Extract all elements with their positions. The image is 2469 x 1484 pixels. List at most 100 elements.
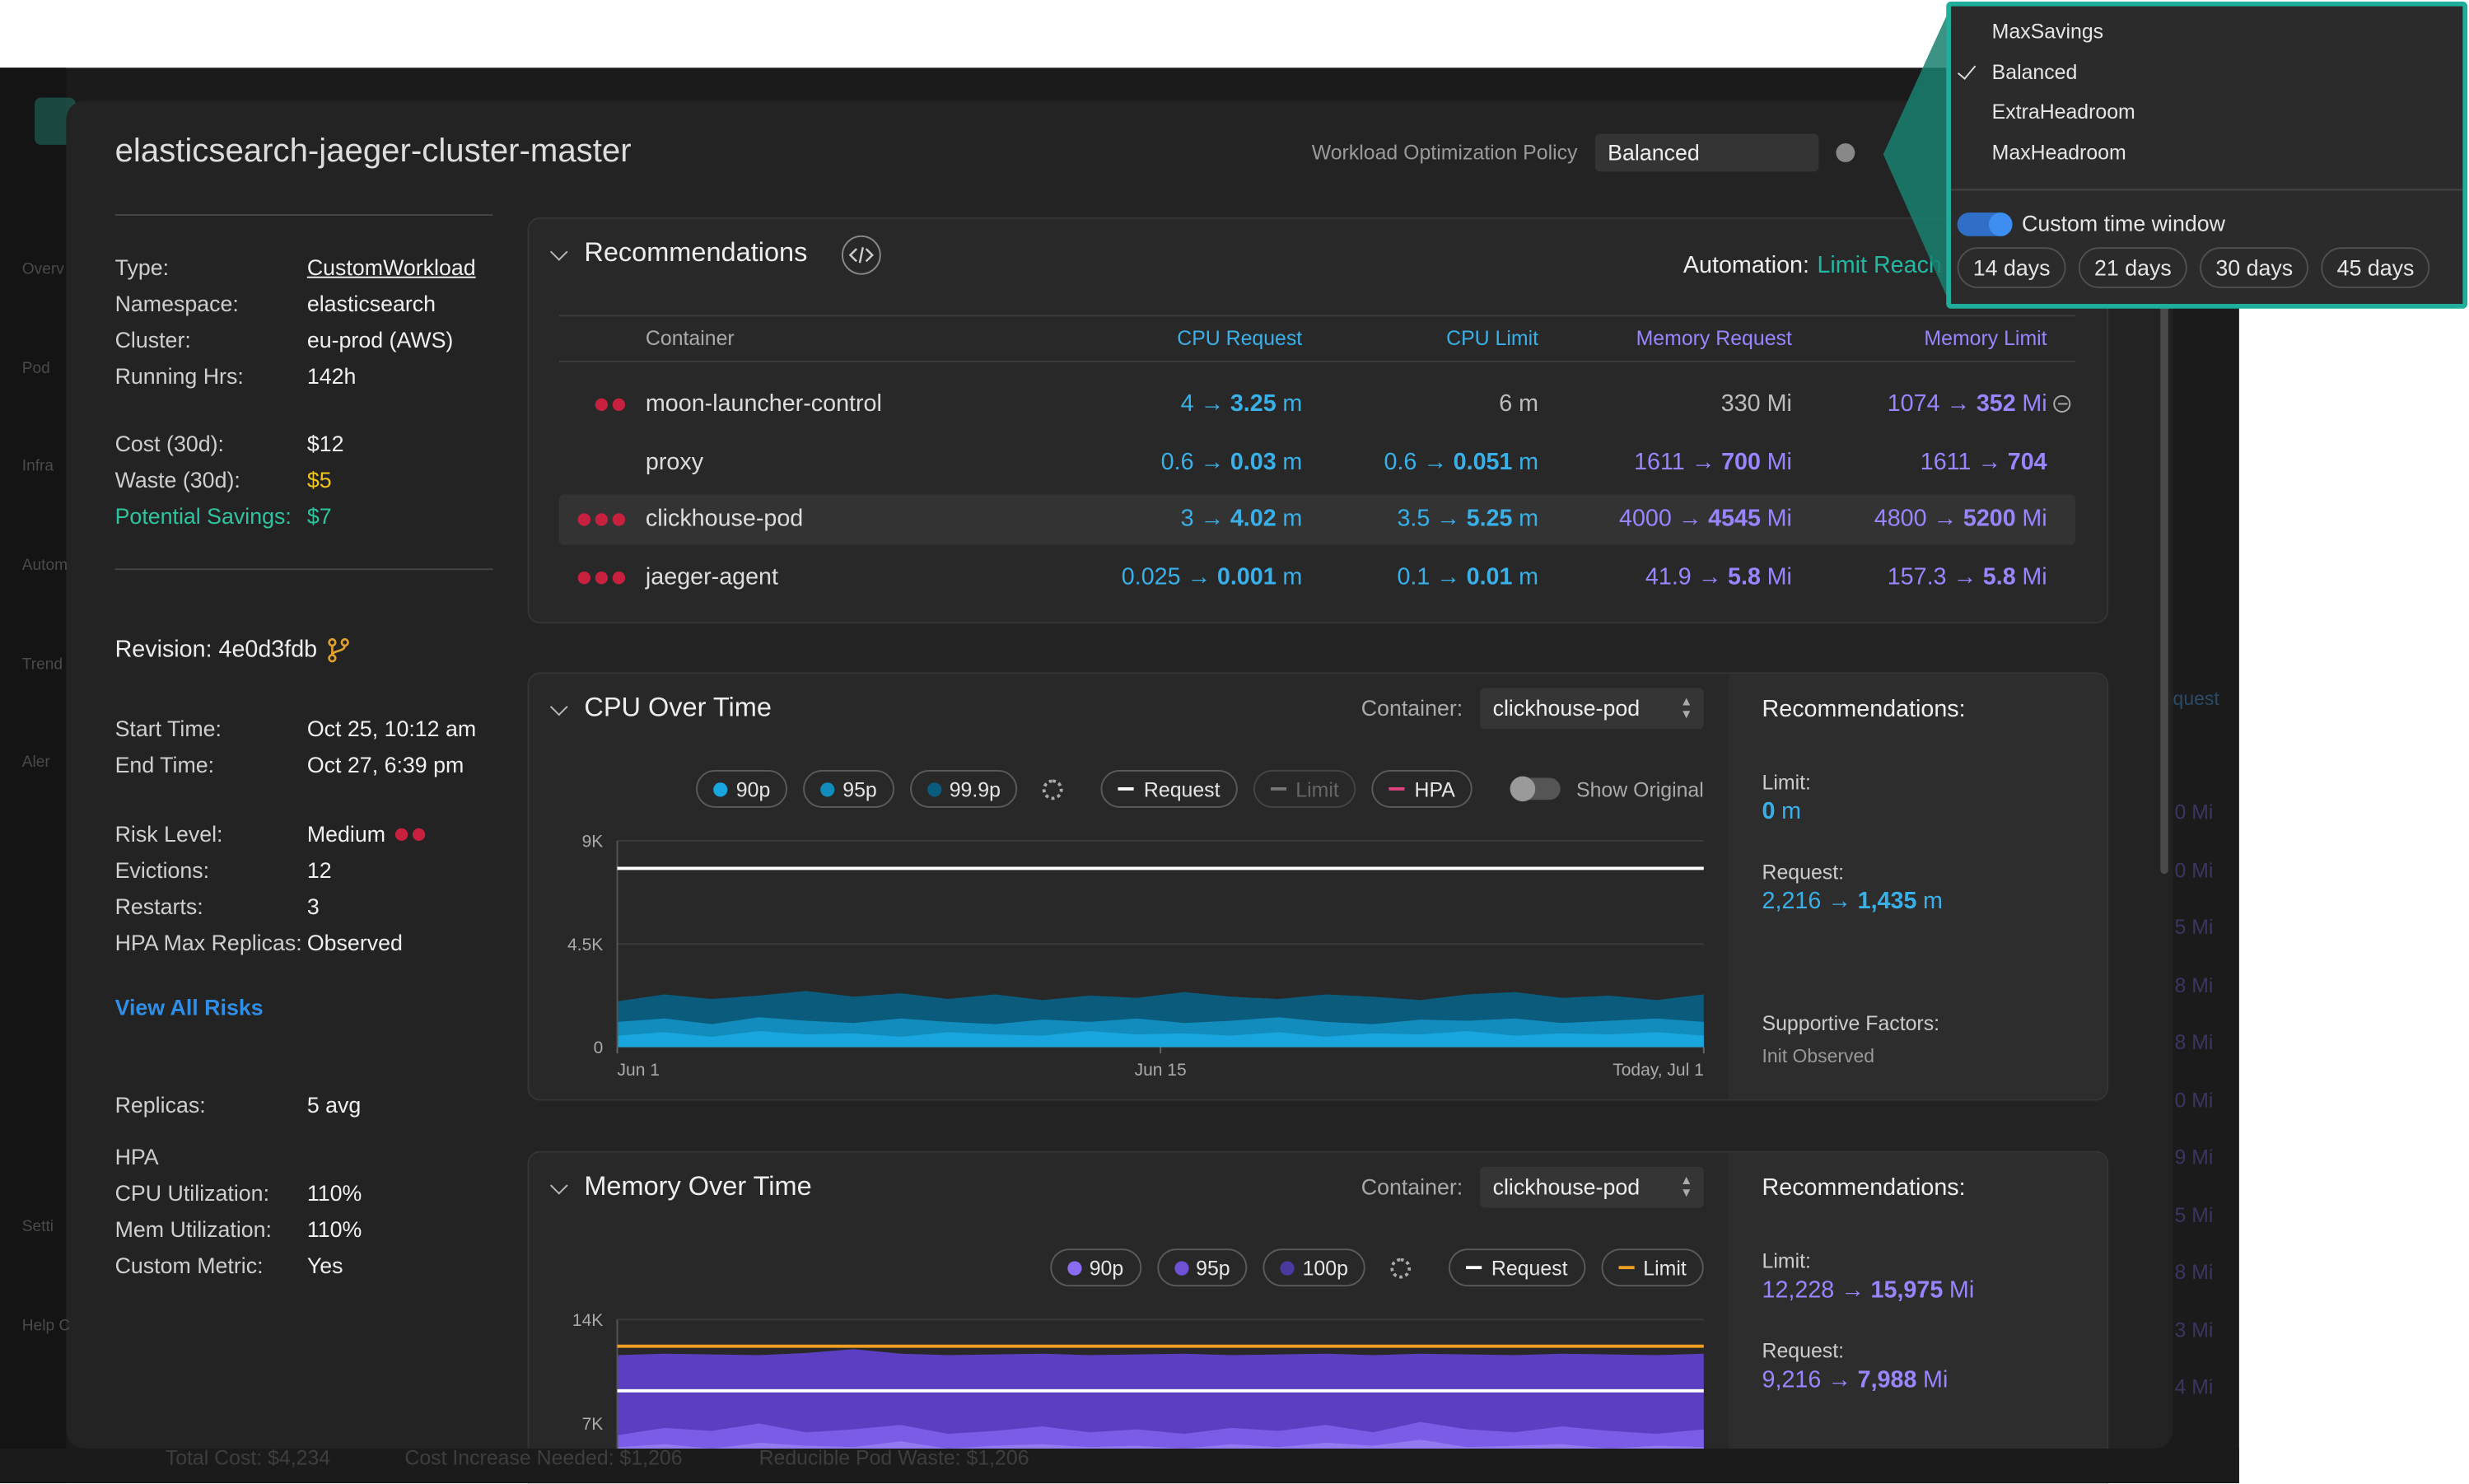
settings-icon[interactable] [1043, 778, 1064, 800]
value: 1611 → 704 [1921, 448, 2047, 476]
footer-stat: Cost Increase Needed: $1,206 [404, 1445, 683, 1470]
value: 330 Mi [1721, 390, 1792, 418]
new-value: 7,988 [1857, 1366, 1917, 1394]
divider [114, 214, 493, 216]
new-value: 352 [1976, 390, 2016, 418]
menu-option[interactable]: MaxHeadroom [1991, 140, 2126, 165]
unit: Mi [2022, 390, 2047, 418]
day-button[interactable]: 30 days [2200, 247, 2309, 288]
container-select[interactable] [1480, 1166, 1704, 1208]
percentile-pill[interactable]: 99.9p [909, 769, 1018, 808]
area [617, 1440, 1704, 1449]
new-value: 4.02 [1230, 506, 1277, 534]
detail-label: Evictions: [114, 857, 210, 883]
new-value: 0 [1762, 798, 1776, 825]
line-pill[interactable]: Limit [1600, 1248, 1704, 1287]
container-name: proxy [645, 448, 704, 475]
automation-value[interactable]: Limit Reach [1817, 251, 1942, 279]
percentile-pill[interactable]: 100p [1263, 1248, 1365, 1287]
charts: 9K 4.5K 0 Jun 1 Jun 15 Today, Jul 1 14K 7K [567, 833, 1705, 1449]
ghost-value: 5 Mi [2174, 915, 2214, 939]
old-value: 4800 → [1874, 506, 1958, 534]
menu-option[interactable]: MaxSavings [1991, 19, 2104, 44]
swatch [926, 782, 942, 796]
day-options: 14 days 21 days 30 days 45 days [1957, 247, 2430, 288]
value: 1074 → 352 Mi [1888, 390, 2047, 418]
menu-option[interactable]: Balanced [1991, 59, 2078, 84]
percentile-pill[interactable]: 90p [697, 769, 788, 808]
swatch [1270, 787, 1286, 791]
old-value: 6 m [1499, 390, 1539, 418]
day-button[interactable]: 21 days [2078, 247, 2187, 288]
old-value: 41.9 → [1645, 563, 1722, 591]
policy-value: Balanced [1608, 139, 1700, 165]
x-tick-label: Today, Jul 1 [1613, 1061, 1704, 1080]
legend-row: 90p 95p 100p Request Limit [618, 1248, 1704, 1287]
line-pill[interactable]: Request [1101, 769, 1238, 808]
value: 0.6 → 0.03 m [1161, 448, 1303, 476]
nav-label: Autom [21, 557, 68, 575]
info-icon[interactable] [1836, 142, 1855, 162]
unit: Mi [1949, 1276, 1975, 1304]
new-value: 0.01 [1466, 563, 1513, 591]
day-button[interactable]: 14 days [1957, 247, 2066, 288]
y-tick-label: 9K [582, 833, 604, 852]
new-value: 3.25 [1230, 390, 1277, 418]
menu-option[interactable]: ExtraHeadroom [1991, 100, 2135, 124]
container-select[interactable] [1480, 688, 1704, 730]
risk-dot [577, 514, 590, 527]
detail-value: Observed [306, 930, 403, 955]
old-value: 157.3 → [1887, 563, 1977, 591]
old-value: 2,216 → [1762, 888, 1851, 915]
nav-label: Setti [21, 1218, 54, 1236]
detail-label: Mem Utilization: [114, 1216, 272, 1242]
detail-value: Yes [306, 1253, 343, 1278]
detail-value: Oct 25, 10:12 am [306, 716, 477, 741]
view-all-risks[interactable]: View All Risks [114, 994, 264, 1020]
line-pill[interactable]: HPA [1371, 769, 1473, 808]
new-value: 0.001 [1216, 563, 1277, 591]
detail-label: Cost (30d): [114, 431, 224, 456]
y-tick-label: 4.5K [567, 936, 603, 954]
day-button[interactable]: 45 days [2321, 247, 2430, 288]
nav-label: Pod [21, 360, 50, 378]
settings-icon[interactable] [1390, 1257, 1412, 1278]
detail-value: $5 [306, 467, 332, 492]
ghost-value: 8 Mi [2174, 973, 2214, 996]
collapse-icon[interactable] [2053, 394, 2071, 413]
new-value: 704 [2007, 448, 2047, 475]
value: 1611 → 700 Mi [1634, 448, 1792, 476]
line-pill[interactable]: Request [1449, 1248, 1585, 1287]
detail-value: 5 avg [306, 1092, 362, 1118]
policy-label: Workload Optimization Policy [1311, 140, 1578, 165]
value: 3.5 → 5.25 m [1397, 506, 1538, 534]
percentile-pill[interactable]: 95p [803, 769, 894, 808]
detail-value[interactable]: CustomWorkload [306, 254, 476, 280]
toggle[interactable] [1510, 776, 1561, 802]
old-value: 3.5 → [1397, 506, 1460, 534]
percentile-pill[interactable]: 95p [1156, 1248, 1248, 1287]
pill-label: Limit [1295, 777, 1339, 801]
unit: Mi [2022, 563, 2047, 591]
detail-label: HPA Max Replicas: [114, 930, 302, 955]
detail-value: $7 [306, 503, 332, 529]
column-header: Container [645, 326, 735, 350]
swatch [1389, 787, 1406, 791]
detail-label: Risk Level: [114, 821, 223, 847]
code-icon[interactable] [841, 235, 882, 276]
scrollbar[interactable] [2160, 220, 2168, 875]
toggle-label: Custom time window [2022, 210, 2225, 236]
percentile-pill[interactable]: 90p [1049, 1248, 1141, 1287]
legend-row: 90p 95p 99.9p Request Limit HPA Show Original [618, 769, 1704, 808]
container-value: clickhouse-pod [1492, 1174, 1641, 1200]
detail-label: Namespace: [114, 290, 239, 316]
policy-select[interactable] [1594, 133, 1819, 172]
nav-label: Trend [21, 656, 63, 674]
unit: Mi [1767, 448, 1792, 475]
value: 4 → 3.25 m [1181, 390, 1303, 418]
line-pill[interactable]: Limit [1253, 769, 1356, 808]
unit: m [1282, 506, 1303, 534]
